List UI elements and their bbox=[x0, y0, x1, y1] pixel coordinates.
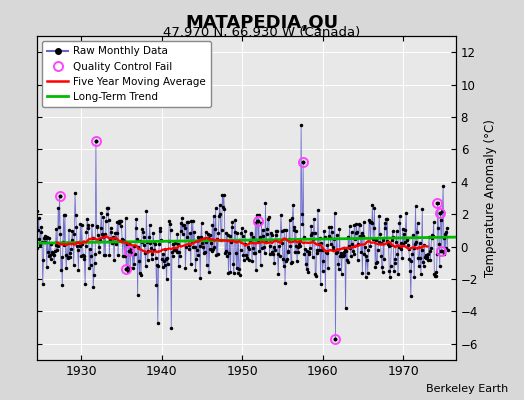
Y-axis label: Temperature Anomaly (°C): Temperature Anomaly (°C) bbox=[484, 119, 497, 277]
Text: Berkeley Earth: Berkeley Earth bbox=[426, 384, 508, 394]
Legend: Raw Monthly Data, Quality Control Fail, Five Year Moving Average, Long-Term Tren: Raw Monthly Data, Quality Control Fail, … bbox=[42, 41, 211, 107]
Text: 47.970 N, 66.930 W (Canada): 47.970 N, 66.930 W (Canada) bbox=[163, 26, 361, 39]
Text: MATAPEDIA,QU: MATAPEDIA,QU bbox=[185, 14, 339, 32]
